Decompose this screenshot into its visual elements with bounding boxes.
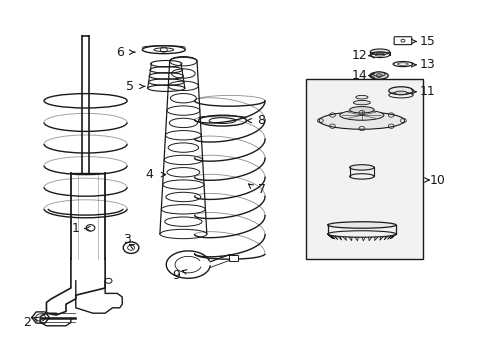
Ellipse shape [319,112,404,129]
Ellipse shape [369,72,387,79]
Text: 1: 1 [72,222,80,235]
Ellipse shape [339,110,383,120]
Text: 5: 5 [125,80,133,93]
Ellipse shape [352,100,370,105]
Text: 14: 14 [351,69,366,82]
Bar [305,79,422,259]
Text: 9: 9 [172,269,180,282]
Ellipse shape [349,165,373,170]
FancyBboxPatch shape [393,37,411,45]
Text: 10: 10 [429,174,445,186]
Ellipse shape [355,95,367,99]
Text: 11: 11 [419,85,435,98]
Text: 7: 7 [257,183,265,195]
Text: 6: 6 [116,46,123,59]
Ellipse shape [388,87,412,95]
Text: 4: 4 [145,168,153,181]
Text: 2: 2 [23,316,31,329]
Ellipse shape [327,222,395,228]
Text: 3: 3 [123,233,131,246]
Text: 8: 8 [257,114,265,127]
Ellipse shape [394,91,406,95]
Text: 13: 13 [419,58,435,71]
Ellipse shape [369,49,389,55]
Bar [228,255,237,261]
Text: 12: 12 [351,49,366,62]
Text: 15: 15 [419,35,435,48]
Ellipse shape [349,107,373,113]
Ellipse shape [372,72,385,76]
